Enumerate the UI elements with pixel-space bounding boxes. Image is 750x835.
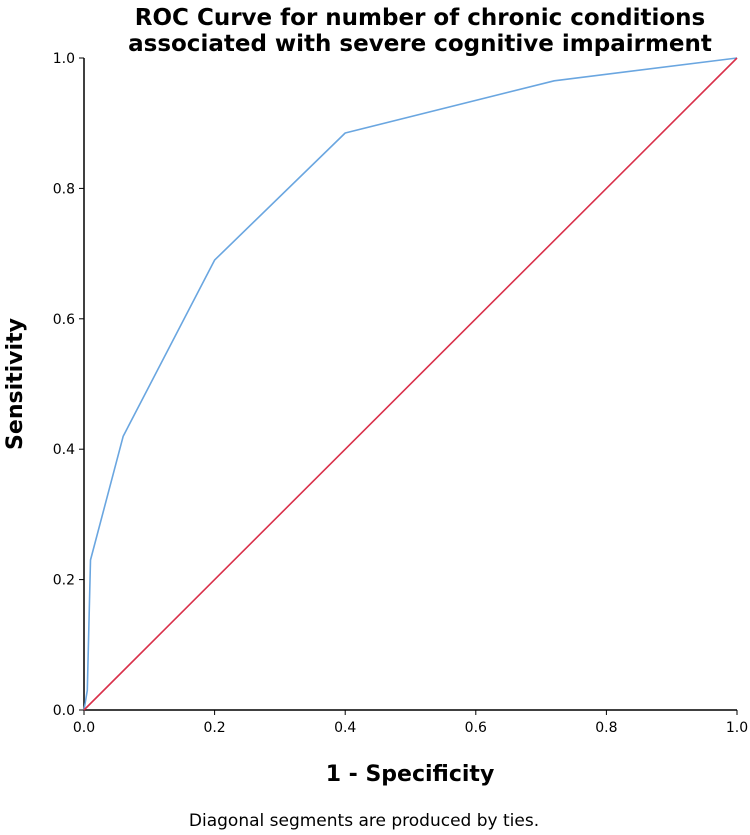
x-tick-label: 0.0	[73, 720, 95, 736]
x-axis-title: 1 - Specificity	[326, 762, 495, 787]
y-tick-label: 0.0	[53, 703, 75, 719]
footnote: Diagonal segments are produced by ties.	[189, 811, 539, 831]
x-tick-label: 0.6	[465, 720, 487, 736]
x-ticks: 0.0 0.2 0.4 0.6 0.8 1.0	[73, 710, 748, 736]
x-tick-label: 1.0	[726, 720, 748, 736]
y-ticks: 0.0 0.2 0.4 0.6 0.8 1.0	[53, 51, 84, 719]
x-tick-label: 0.4	[334, 720, 356, 736]
series-layer	[83, 57, 738, 711]
y-tick-label: 1.0	[53, 51, 75, 67]
roc-curve-line	[83, 57, 738, 711]
x-tick-label: 0.8	[595, 720, 617, 736]
chart-title-line-1: ROC Curve for number of chronic conditio…	[135, 5, 705, 31]
y-tick-label: 0.8	[53, 181, 75, 197]
reference-diagonal-line	[83, 57, 738, 711]
y-tick-label: 0.2	[53, 573, 75, 589]
x-tick-label: 0.2	[203, 720, 225, 736]
y-axis-title: Sensitivity	[3, 318, 28, 450]
y-tick-label: 0.4	[53, 442, 75, 458]
chart-title-line-2: associated with severe cognitive impairm…	[128, 31, 712, 57]
y-tick-label: 0.6	[53, 312, 75, 328]
